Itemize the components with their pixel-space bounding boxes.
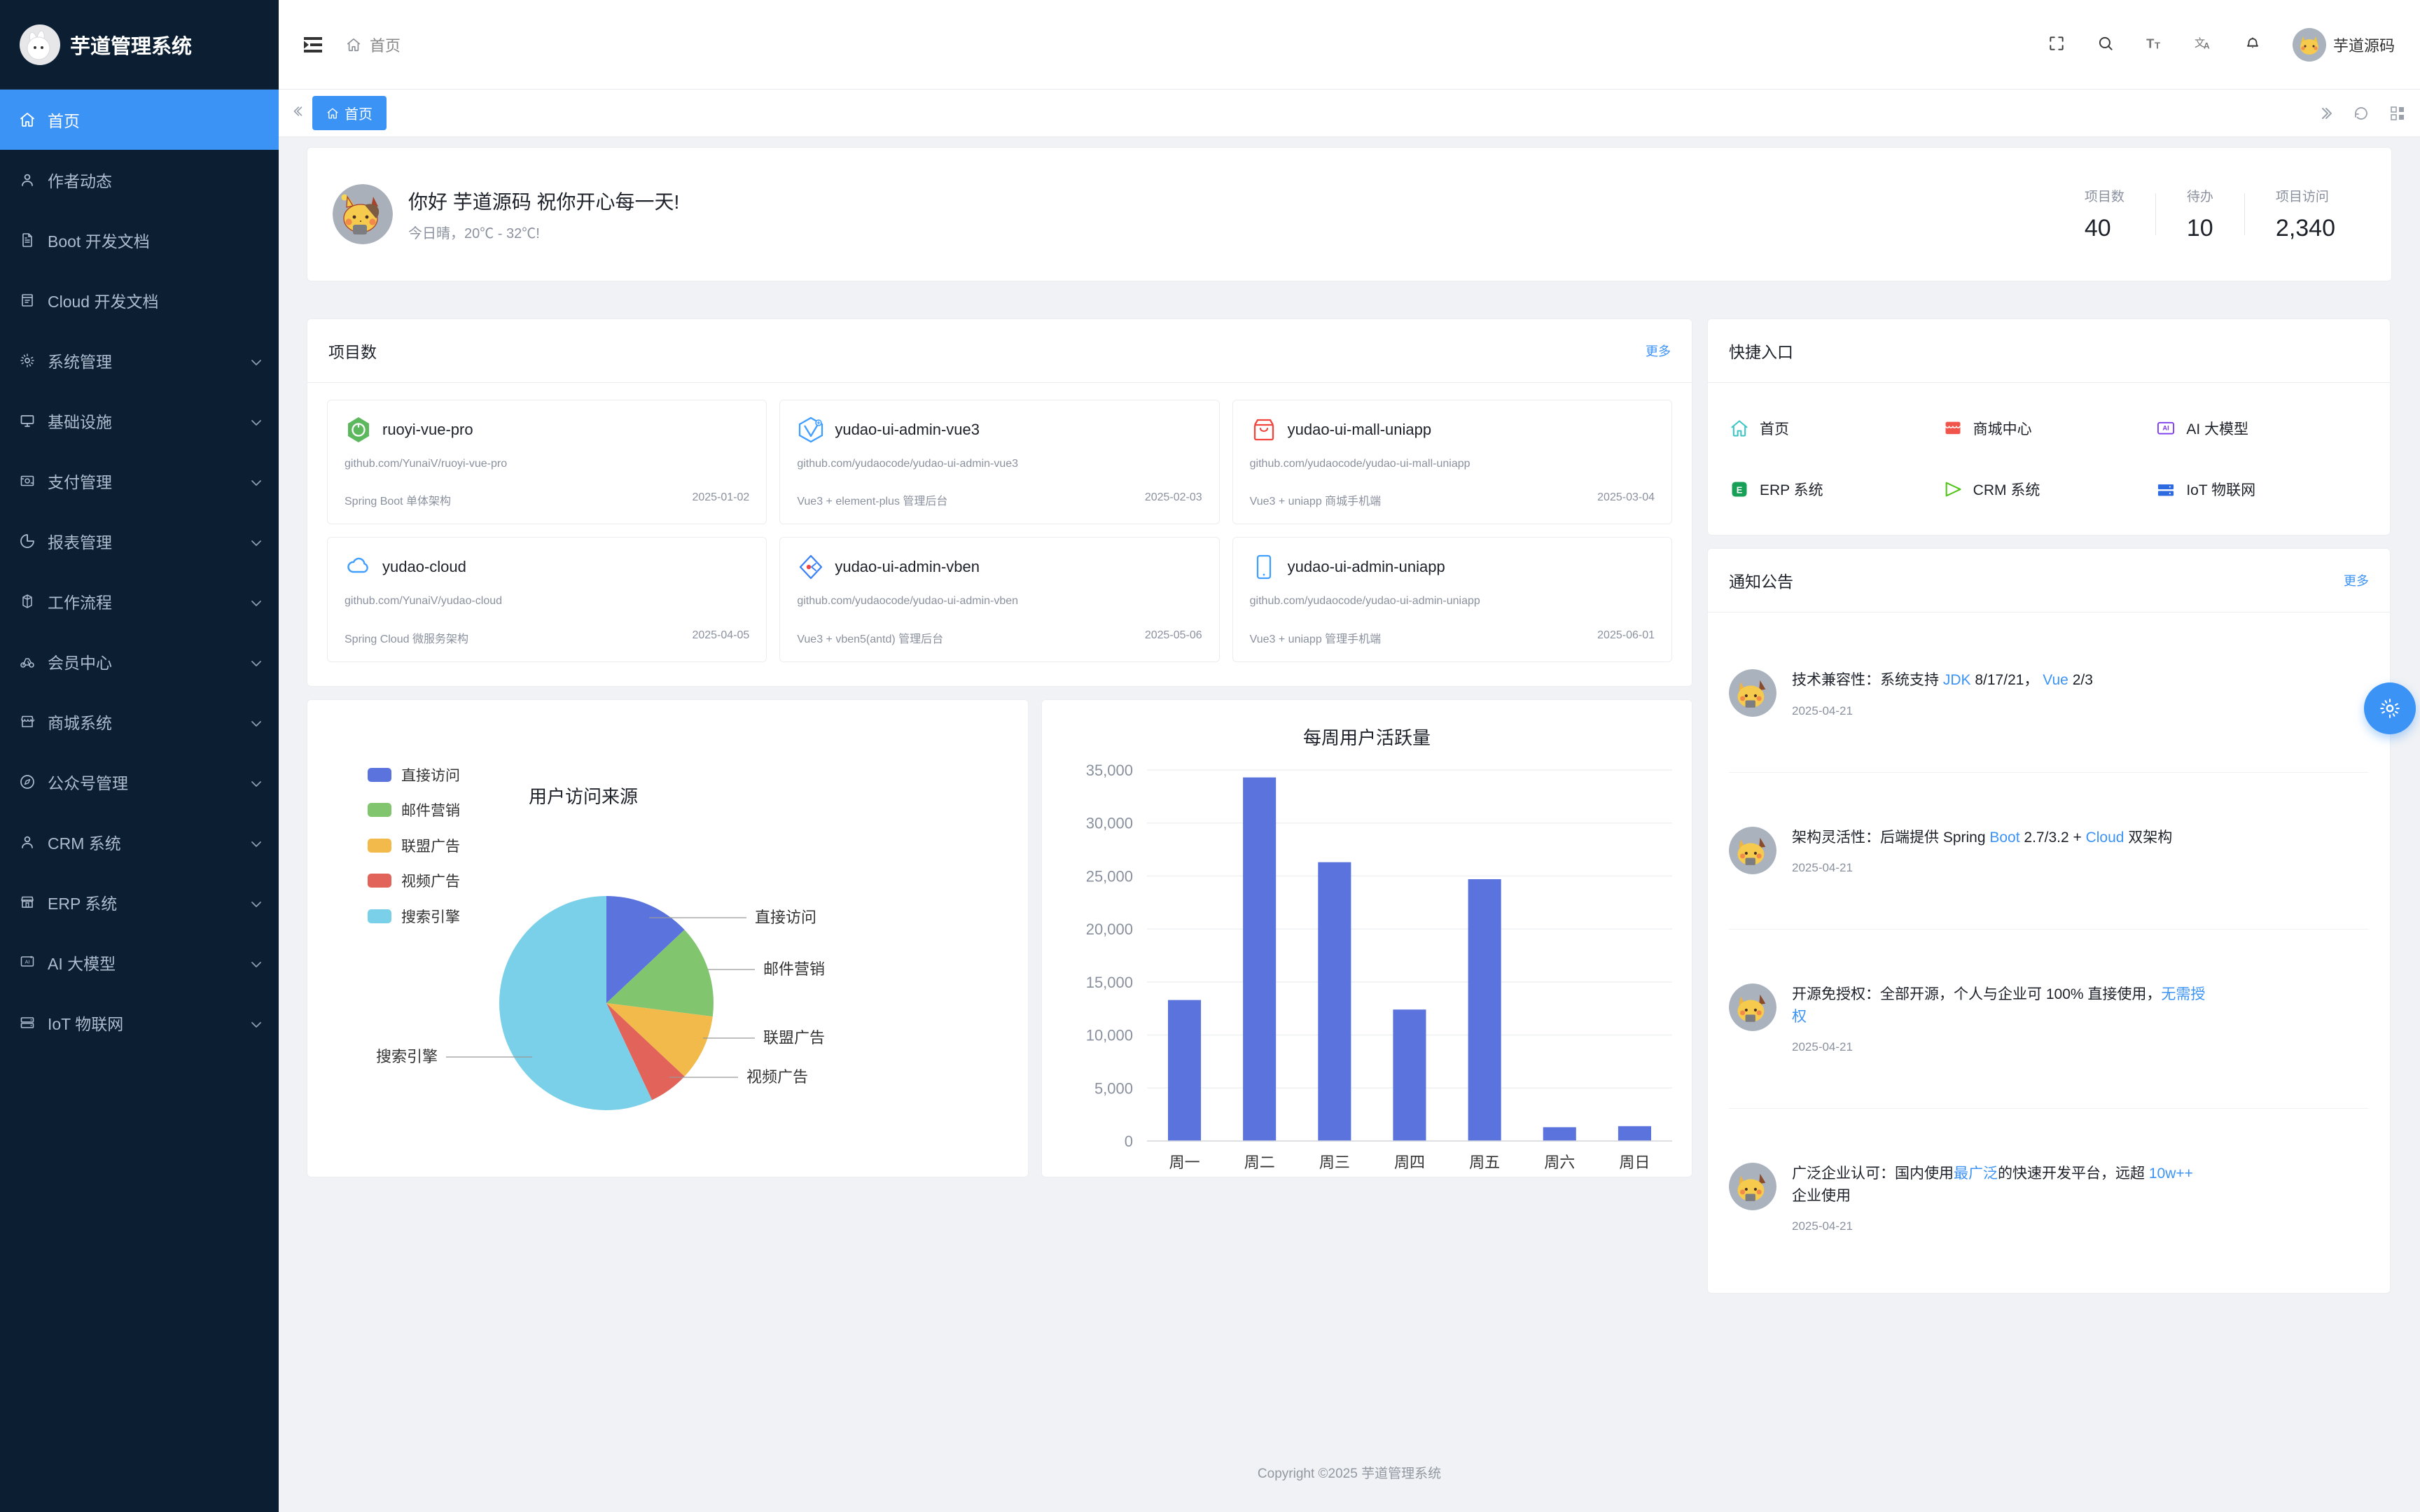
svg-text:5,000: 5,000 xyxy=(1094,1079,1133,1097)
svg-text:T: T xyxy=(2146,36,2155,50)
svg-text:周六: 周六 xyxy=(1544,1154,1575,1171)
svg-text:0: 0 xyxy=(1125,1133,1133,1150)
svg-text:周日: 周日 xyxy=(1619,1154,1650,1171)
svg-text:周五: 周五 xyxy=(1469,1154,1500,1171)
svg-text:A: A xyxy=(2204,41,2210,50)
svg-text:周四: 周四 xyxy=(1394,1154,1425,1171)
svg-text:搜索引擎: 搜索引擎 xyxy=(376,1048,438,1065)
svg-text:联盟广告: 联盟广告 xyxy=(763,1029,825,1046)
svg-text:邮件营销: 邮件营销 xyxy=(763,960,825,978)
svg-text:视频广告: 视频广告 xyxy=(746,1068,808,1086)
svg-text:AI: AI xyxy=(2163,425,2169,432)
svg-text:E: E xyxy=(1737,484,1743,495)
svg-text:周一: 周一 xyxy=(1169,1154,1200,1171)
svg-text:周二: 周二 xyxy=(1244,1154,1275,1171)
svg-text:10,000: 10,000 xyxy=(1086,1026,1133,1044)
svg-text:30,000: 30,000 xyxy=(1086,814,1133,832)
svg-text:15,000: 15,000 xyxy=(1086,974,1133,991)
svg-text:25,000: 25,000 xyxy=(1086,867,1133,885)
svg-text:20,000: 20,000 xyxy=(1086,920,1133,938)
svg-text:直接访问: 直接访问 xyxy=(755,909,816,926)
svg-text:AI: AI xyxy=(25,959,29,965)
svg-text:35,000: 35,000 xyxy=(1086,762,1133,779)
svg-text:周三: 周三 xyxy=(1319,1154,1350,1171)
svg-text:T: T xyxy=(2155,40,2160,50)
